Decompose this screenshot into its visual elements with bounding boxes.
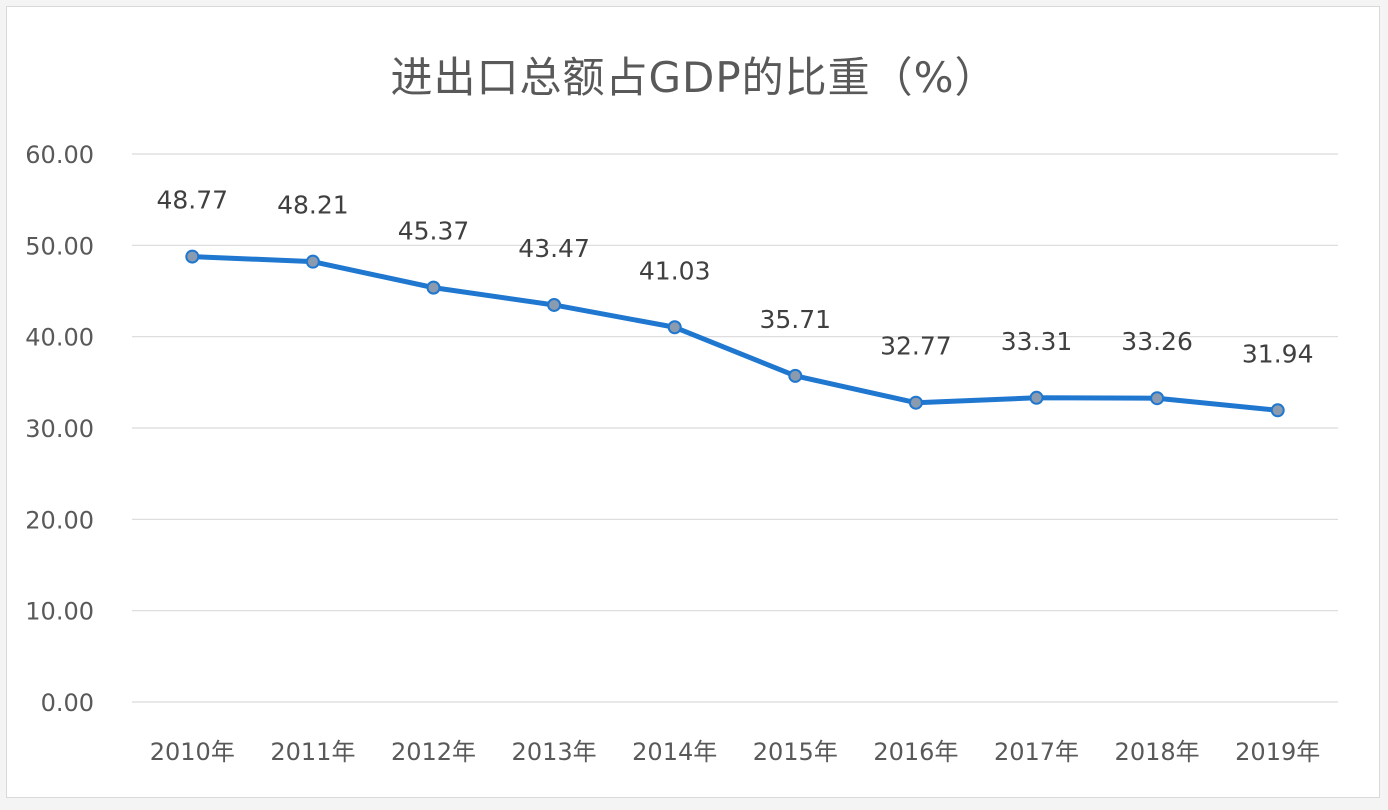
- x-tick-label: 2011年: [270, 738, 355, 766]
- data-point: [1029, 390, 1044, 405]
- y-tick-label: 20.00: [25, 506, 94, 534]
- data-label: 33.31: [1001, 327, 1073, 356]
- data-label: 35.71: [760, 305, 832, 334]
- data-label: 45.37: [398, 217, 470, 246]
- y-tick-label: 10.00: [25, 598, 94, 626]
- data-label: 48.21: [277, 191, 349, 220]
- data-point: [305, 254, 320, 269]
- x-tick-label: 2013年: [512, 738, 597, 766]
- x-tick-label: 2017年: [994, 738, 1079, 766]
- data-point: [1270, 403, 1285, 418]
- x-tick-label: 2015年: [753, 738, 838, 766]
- x-tick-label: 2012年: [391, 738, 476, 766]
- y-tick-label: 0.00: [41, 689, 94, 717]
- chart-frame: [6, 6, 1380, 798]
- data-label: 43.47: [518, 234, 590, 263]
- data-point: [185, 249, 200, 264]
- y-tick-label: 30.00: [25, 415, 94, 443]
- x-tick-label: 2010年: [150, 738, 235, 766]
- y-axis: 0.00 10.00 20.00 30.00 40.00 50.00 60.00: [25, 141, 94, 717]
- gridlines: [132, 153, 1338, 703]
- x-tick-label: 2016年: [873, 738, 958, 766]
- x-tick-label: 2014年: [632, 738, 717, 766]
- data-label: 41.03: [639, 256, 711, 285]
- data-point: [1150, 391, 1165, 406]
- data-point: [426, 280, 441, 295]
- y-tick-label: 40.00: [25, 324, 94, 352]
- chart-title: 进出口总额占GDP的比重（%）: [390, 53, 998, 102]
- data-label: 33.26: [1121, 327, 1193, 356]
- data-label: 32.77: [880, 332, 952, 361]
- x-axis: 2010年 2011年 2012年 2013年 2014年 2015年 2016年 2017年…: [150, 738, 1320, 766]
- data-point: [547, 297, 562, 312]
- data-point: [788, 368, 803, 383]
- series-line: [189, 254, 1281, 413]
- data-point: [908, 395, 923, 410]
- data-markers: [185, 249, 1285, 418]
- series-line-path: [189, 254, 1281, 413]
- y-tick-label: 50.00: [25, 232, 94, 260]
- x-tick-label: 2018年: [1115, 738, 1200, 766]
- data-point: [667, 320, 682, 335]
- data-label: 48.77: [157, 186, 229, 215]
- y-tick-label: 60.00: [25, 141, 94, 169]
- data-labels: 48.77 48.21 45.37 43.47 41.03 35.71 32.77 33.31…: [157, 186, 1314, 369]
- data-label: 31.94: [1242, 339, 1314, 368]
- x-tick-label: 2019年: [1235, 738, 1320, 766]
